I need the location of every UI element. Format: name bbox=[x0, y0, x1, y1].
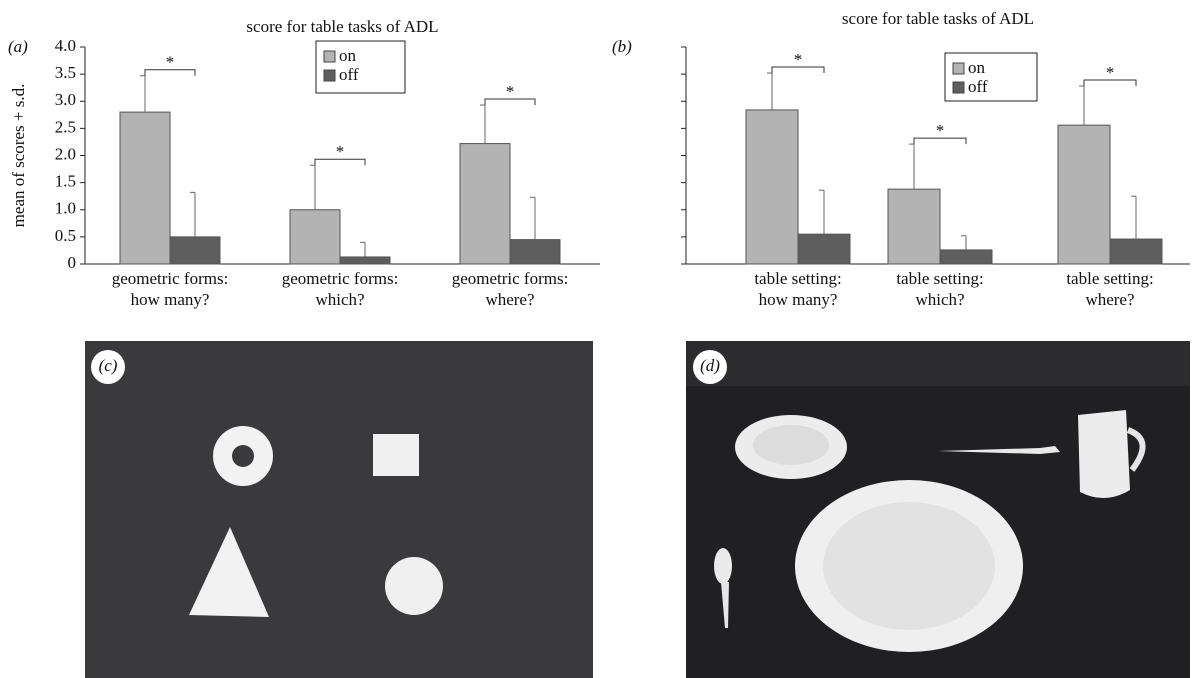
y-tick-label: 3.0 bbox=[55, 90, 76, 109]
chart-title: score for table tasks of ADL bbox=[842, 9, 1034, 28]
x-tick-label-line: table setting: bbox=[754, 269, 841, 288]
bar bbox=[1057, 124, 1111, 265]
y-tick-label: 3.5 bbox=[55, 63, 76, 82]
x-tick-label-line: where? bbox=[485, 290, 534, 309]
legend-box bbox=[315, 40, 406, 94]
significance-star: * bbox=[336, 142, 345, 161]
x-tick-label-line: table setting: bbox=[896, 269, 983, 288]
bar bbox=[169, 236, 221, 265]
significance-bracket bbox=[1083, 79, 1137, 87]
legend-label: on bbox=[968, 58, 986, 77]
legend-swatch bbox=[323, 50, 336, 63]
significance-bracket bbox=[314, 158, 366, 166]
y-tick-label: 0.5 bbox=[55, 226, 76, 245]
panel-label: (c) bbox=[99, 356, 118, 375]
significance-bracket bbox=[484, 98, 536, 106]
significance-star: * bbox=[794, 50, 803, 69]
x-tick-label: table setting: which? bbox=[896, 269, 983, 309]
panel-label: (d) bbox=[700, 356, 720, 375]
bar bbox=[1109, 238, 1163, 265]
photo-c: (c) bbox=[85, 341, 593, 678]
x-tick-label-line: how many? bbox=[131, 290, 210, 309]
legend-box bbox=[944, 52, 1038, 102]
x-tick-label-line: how many? bbox=[759, 290, 838, 309]
x-tick-label-line: geometric forms: bbox=[452, 269, 569, 288]
y-tick-label: 0 bbox=[68, 253, 77, 272]
y-tick-label: 4.0 bbox=[55, 36, 76, 55]
x-tick-label: geometric forms: where? bbox=[452, 269, 569, 309]
significance-star: * bbox=[166, 53, 175, 72]
significance-bracket bbox=[913, 137, 967, 145]
x-tick-label-line: geometric forms: bbox=[112, 269, 229, 288]
legend-swatch bbox=[952, 62, 965, 75]
legend-label: off bbox=[339, 65, 359, 84]
bar bbox=[339, 256, 391, 265]
y-tick-label: 2.5 bbox=[55, 117, 76, 136]
legend-label: on bbox=[339, 46, 357, 65]
y-tick-label: 2.0 bbox=[55, 144, 76, 163]
significance-bracket bbox=[144, 69, 196, 76]
chart-title: score for table tasks of ADL bbox=[246, 17, 438, 36]
panel-label: (a) bbox=[8, 37, 28, 56]
bar bbox=[289, 209, 341, 265]
bar bbox=[939, 249, 993, 265]
photo-d: (d) bbox=[686, 341, 1190, 678]
y-axis-label: mean of scores + s.d. bbox=[9, 84, 28, 228]
significance-star: * bbox=[1106, 63, 1115, 82]
x-tick-label: table setting: how many? bbox=[754, 269, 841, 309]
x-tick-label-line: which? bbox=[915, 290, 964, 309]
y-tick-label: 1.5 bbox=[55, 172, 76, 191]
x-tick-label-line: geometric forms: bbox=[282, 269, 399, 288]
significance-star: * bbox=[936, 121, 945, 140]
significance-bracket bbox=[771, 66, 825, 74]
panel-label: (b) bbox=[612, 37, 632, 56]
bar bbox=[745, 109, 799, 265]
y-tick-label: 1.0 bbox=[55, 199, 76, 218]
x-tick-label: table setting: where? bbox=[1066, 269, 1153, 309]
x-tick-label-line: table setting: bbox=[1066, 269, 1153, 288]
significance-star: * bbox=[506, 82, 515, 101]
bar bbox=[509, 239, 561, 265]
x-tick-label: geometric forms: how many? bbox=[112, 269, 229, 309]
legend-swatch bbox=[323, 69, 336, 82]
bar bbox=[119, 111, 171, 265]
legend-label: off bbox=[968, 77, 988, 96]
bar bbox=[459, 143, 511, 265]
legend-swatch bbox=[952, 81, 965, 94]
x-tick-label-line: where? bbox=[1085, 290, 1134, 309]
x-tick-label-line: which? bbox=[315, 290, 364, 309]
x-tick-label: geometric forms: which? bbox=[282, 269, 399, 309]
bar bbox=[887, 188, 941, 265]
bar bbox=[797, 233, 851, 265]
